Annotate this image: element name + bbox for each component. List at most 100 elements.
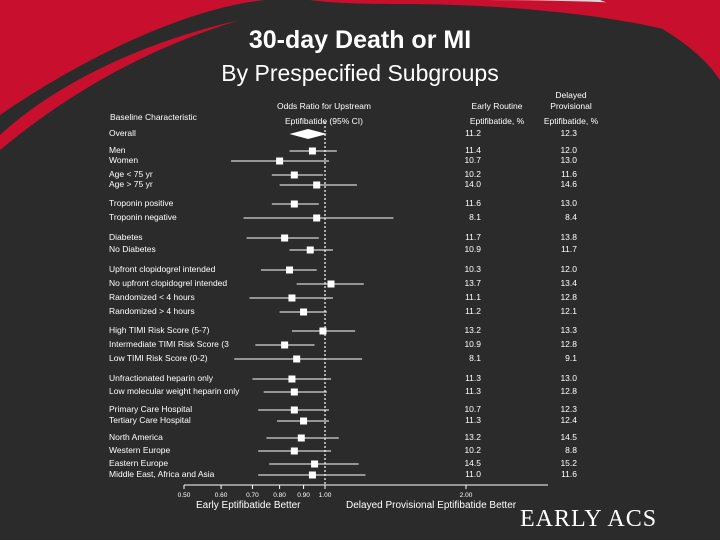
row-label: Middle East, Africa and Asia <box>109 469 215 479</box>
x-tick-label: 0.60 <box>215 492 228 499</box>
delayed-value: 13.0 <box>560 373 577 383</box>
or-marker <box>281 234 289 242</box>
x-tick-label: 2.00 <box>460 492 473 499</box>
x-tick-label: 0.80 <box>273 492 286 499</box>
row-label: Unfractionated heparin only <box>109 373 213 383</box>
row-label: Tertiary Care Hospital <box>109 415 191 425</box>
early-value: 14.5 <box>464 458 481 468</box>
or-marker <box>288 375 296 383</box>
delayed-value: 13.8 <box>560 232 577 242</box>
axis-caption-left: Early Eptifibatide Better <box>196 500 301 511</box>
or-marker <box>319 327 327 335</box>
delayed-value: 14.5 <box>560 432 577 442</box>
delayed-value: 12.1 <box>560 306 577 316</box>
row-label: Women <box>109 155 139 165</box>
early-value: 13.2 <box>464 325 481 335</box>
or-marker <box>293 355 301 363</box>
delayed-value: 12.8 <box>560 292 577 302</box>
early-value: 10.2 <box>464 445 481 455</box>
row-label: Randomized > 4 hours <box>109 306 195 316</box>
x-tick-label: 0.70 <box>246 492 259 499</box>
early-value: 13.2 <box>464 432 481 442</box>
delayed-value: 13.0 <box>560 198 577 208</box>
header-early-line2: Eptifibatide, % <box>469 116 525 126</box>
or-marker <box>288 294 296 302</box>
row-label: Randomized < 4 hours <box>109 292 195 302</box>
early-value: 11.3 <box>465 373 481 383</box>
early-value: 14.0 <box>464 179 481 189</box>
early-value: 11.2 <box>465 128 481 138</box>
row-label: Western Europe <box>109 445 171 455</box>
early-value: 11.2 <box>465 306 481 316</box>
delayed-value: 13.4 <box>560 278 577 288</box>
or-marker <box>290 171 298 179</box>
or-marker <box>281 341 289 349</box>
x-tick-label: 0.50 <box>178 492 191 499</box>
row-label: Troponin positive <box>109 198 174 208</box>
delayed-value: 8.4 <box>565 212 577 222</box>
or-marker <box>290 406 298 414</box>
or-marker <box>308 147 316 155</box>
early-value: 10.9 <box>464 244 481 254</box>
delayed-value: 12.8 <box>560 386 577 396</box>
header-odds-line1: Odds Ratio for Upstream <box>276 101 371 111</box>
or-marker <box>276 157 284 165</box>
early-value: 11.0 <box>465 469 481 479</box>
row-label: Primary Care Hospital <box>109 404 193 414</box>
header-delayed-line2: Provisional <box>550 101 592 111</box>
header-delayed-provisional: Delayed Provisional Eptifibatide, % <box>536 90 606 127</box>
header-delayed-line3: Eptifibatide, % <box>543 116 599 126</box>
early-value: 13.7 <box>464 278 481 288</box>
row-label: High TIMI Risk Score (5-7) <box>109 325 210 335</box>
row-label: Low molecular weight heparin only <box>109 386 240 396</box>
row-label: Age > 75 yr <box>109 179 153 189</box>
row-label: Age < 75 yr <box>109 169 153 179</box>
delayed-value: 12.3 <box>560 404 577 414</box>
early-value: 11.3 <box>465 415 481 425</box>
or-marker <box>313 214 321 222</box>
delayed-value: 9.1 <box>565 353 577 363</box>
or-marker <box>290 388 298 396</box>
delayed-value: 11.7 <box>561 244 577 254</box>
early-acs-logo: EARLY ACS <box>520 506 658 532</box>
row-label: Low TIMI Risk Score (0-2) <box>109 353 208 363</box>
or-marker <box>290 200 298 208</box>
delayed-value: 12.0 <box>560 145 577 155</box>
overall-diamond <box>289 129 328 139</box>
or-marker <box>297 434 305 442</box>
or-marker <box>286 266 294 274</box>
early-value: 11.7 <box>465 232 481 242</box>
or-marker <box>300 417 308 425</box>
row-label: Troponin negative <box>109 212 177 222</box>
early-value: 11.4 <box>465 145 481 155</box>
header-delayed-line1: Delayed <box>555 90 587 100</box>
delayed-value: 12.0 <box>560 264 577 274</box>
row-label: Diabetes <box>109 232 143 242</box>
delayed-value: 13.3 <box>560 325 577 335</box>
or-marker <box>290 447 298 455</box>
early-value: 10.2 <box>464 169 481 179</box>
or-marker <box>308 471 316 479</box>
delayed-value: 12.3 <box>560 128 577 138</box>
delayed-value: 15.2 <box>560 458 577 468</box>
early-value: 11.3 <box>465 386 481 396</box>
row-label: No upfront clopidogrel intended <box>109 278 228 288</box>
early-value: 11.6 <box>465 198 481 208</box>
early-value: 8.1 <box>469 212 481 222</box>
row-label: Overall <box>109 128 136 138</box>
row-label: Men <box>109 145 126 155</box>
delayed-value: 11.6 <box>561 469 577 479</box>
delayed-value: 12.8 <box>560 339 577 349</box>
early-value: 10.3 <box>464 264 481 274</box>
or-marker <box>300 308 308 316</box>
delayed-value: 14.6 <box>560 179 577 189</box>
or-marker <box>313 181 321 189</box>
row-label: Eastern Europe <box>109 458 169 468</box>
or-marker <box>311 460 319 468</box>
x-tick-label: 0.90 <box>297 492 310 499</box>
header-early-line1: Early Routine <box>471 101 523 111</box>
delayed-value: 8.8 <box>565 445 577 455</box>
header-odds-line2: Eptifibatide (95% CI) <box>285 116 363 126</box>
